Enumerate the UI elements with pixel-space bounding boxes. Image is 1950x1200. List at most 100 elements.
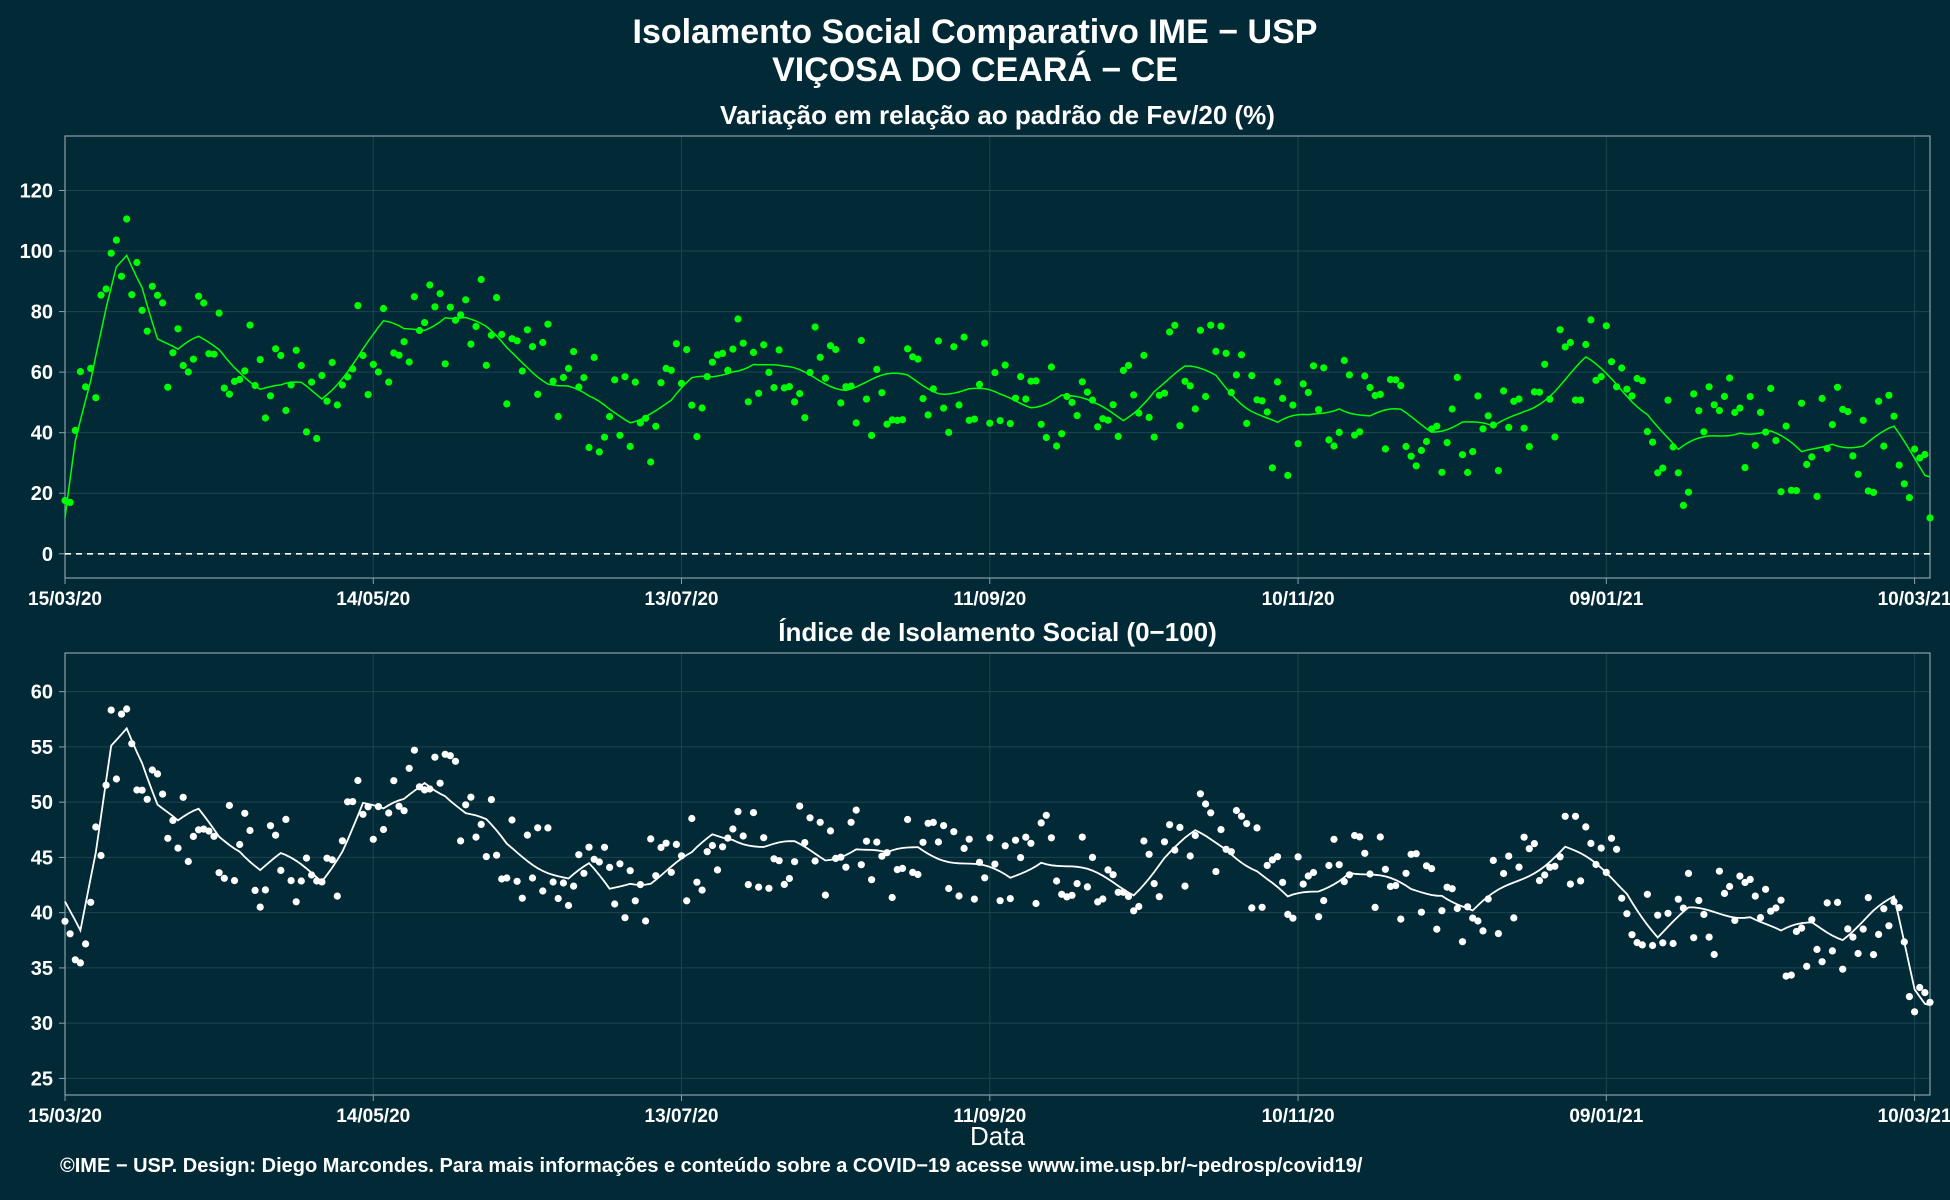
data-point [1320, 897, 1328, 905]
data-point [1859, 416, 1867, 424]
data-point [749, 348, 758, 356]
panel-title: Variação em relação ao padrão de Fev/20 … [720, 100, 1275, 130]
data-point [1803, 962, 1811, 970]
data-point [878, 389, 886, 397]
data-point [1741, 878, 1749, 887]
data-point [1140, 351, 1148, 359]
data-point [1864, 894, 1872, 902]
data-point [292, 346, 300, 354]
data-point [1751, 441, 1759, 449]
data-point [1140, 837, 1148, 845]
data-point [82, 383, 90, 391]
data-point [66, 930, 74, 938]
data-point [1597, 373, 1605, 381]
data-point [1181, 882, 1189, 890]
data-point [698, 404, 706, 412]
data-point [1006, 420, 1014, 428]
data-point [292, 898, 300, 906]
data-point [210, 832, 218, 840]
data-point [128, 291, 136, 299]
data-point [991, 369, 999, 377]
data-point [801, 839, 809, 847]
data-point [1505, 423, 1513, 431]
data-point [1561, 343, 1569, 351]
data-point [1458, 451, 1467, 459]
data-point [277, 866, 285, 875]
data-point [133, 258, 141, 267]
data-point [1166, 328, 1174, 336]
data-point [1407, 452, 1415, 460]
data-point [1833, 383, 1842, 391]
data-point [539, 887, 547, 895]
data-point [1068, 398, 1076, 406]
data-point [580, 374, 588, 382]
data-point [1664, 909, 1672, 917]
data-point [1525, 845, 1533, 853]
data-point [1515, 863, 1523, 871]
data-point [1171, 321, 1179, 329]
data-point [513, 877, 521, 885]
data-point [688, 401, 696, 409]
data-point [760, 341, 768, 349]
data-point [657, 843, 665, 852]
data-point [1638, 377, 1646, 385]
data-point [1289, 401, 1297, 409]
data-point [421, 319, 429, 327]
data-point [1664, 396, 1672, 404]
data-point [328, 856, 336, 864]
data-point [379, 304, 388, 313]
data-point [755, 883, 763, 891]
data-point [775, 857, 783, 865]
x-tick-label: 14/05/20 [336, 589, 410, 610]
data-point [272, 345, 280, 353]
data-point [1798, 399, 1806, 407]
data-point [1494, 930, 1502, 938]
data-point [1474, 917, 1482, 925]
data-point [236, 840, 244, 849]
data-point [1294, 440, 1302, 448]
data-point [1304, 388, 1312, 397]
data-point [1566, 338, 1574, 347]
data-point [544, 824, 552, 832]
data-point [467, 793, 475, 801]
data-point [796, 802, 804, 810]
data-point [1438, 468, 1446, 476]
data-point [1628, 931, 1636, 939]
data-point [672, 340, 681, 348]
data-point [395, 351, 403, 359]
data-point [1150, 880, 1158, 888]
data-point [1325, 436, 1333, 444]
data-point [816, 818, 824, 826]
data-point [1227, 388, 1235, 396]
data-point [1551, 862, 1559, 870]
data-point [1577, 396, 1585, 404]
data-point [1458, 938, 1467, 946]
y-tick-label: 40 [31, 903, 53, 925]
data-point [385, 809, 393, 817]
data-point [410, 293, 418, 301]
data-point [1088, 853, 1097, 862]
data-point [210, 350, 218, 358]
data-point [647, 835, 655, 843]
data-point [791, 858, 799, 866]
data-point [826, 342, 835, 350]
data-point [1638, 941, 1646, 949]
data-point [1623, 910, 1631, 918]
data-point [169, 349, 177, 357]
data-point [1356, 833, 1364, 841]
data-point [559, 373, 568, 382]
data-point [1202, 392, 1210, 401]
data-point [852, 419, 860, 427]
x-tick-label: 11/09/20 [953, 589, 1026, 610]
data-point [1366, 383, 1374, 392]
data-point [344, 798, 352, 806]
data-point [359, 351, 367, 360]
data-point [1479, 425, 1487, 433]
y-tick-label: 25 [31, 1068, 53, 1090]
data-point [1772, 437, 1780, 445]
data-point [1551, 433, 1559, 441]
data-point [1695, 896, 1703, 905]
data-point [1212, 868, 1220, 876]
y-tick-label: 20 [31, 483, 53, 505]
data-point [523, 831, 532, 839]
